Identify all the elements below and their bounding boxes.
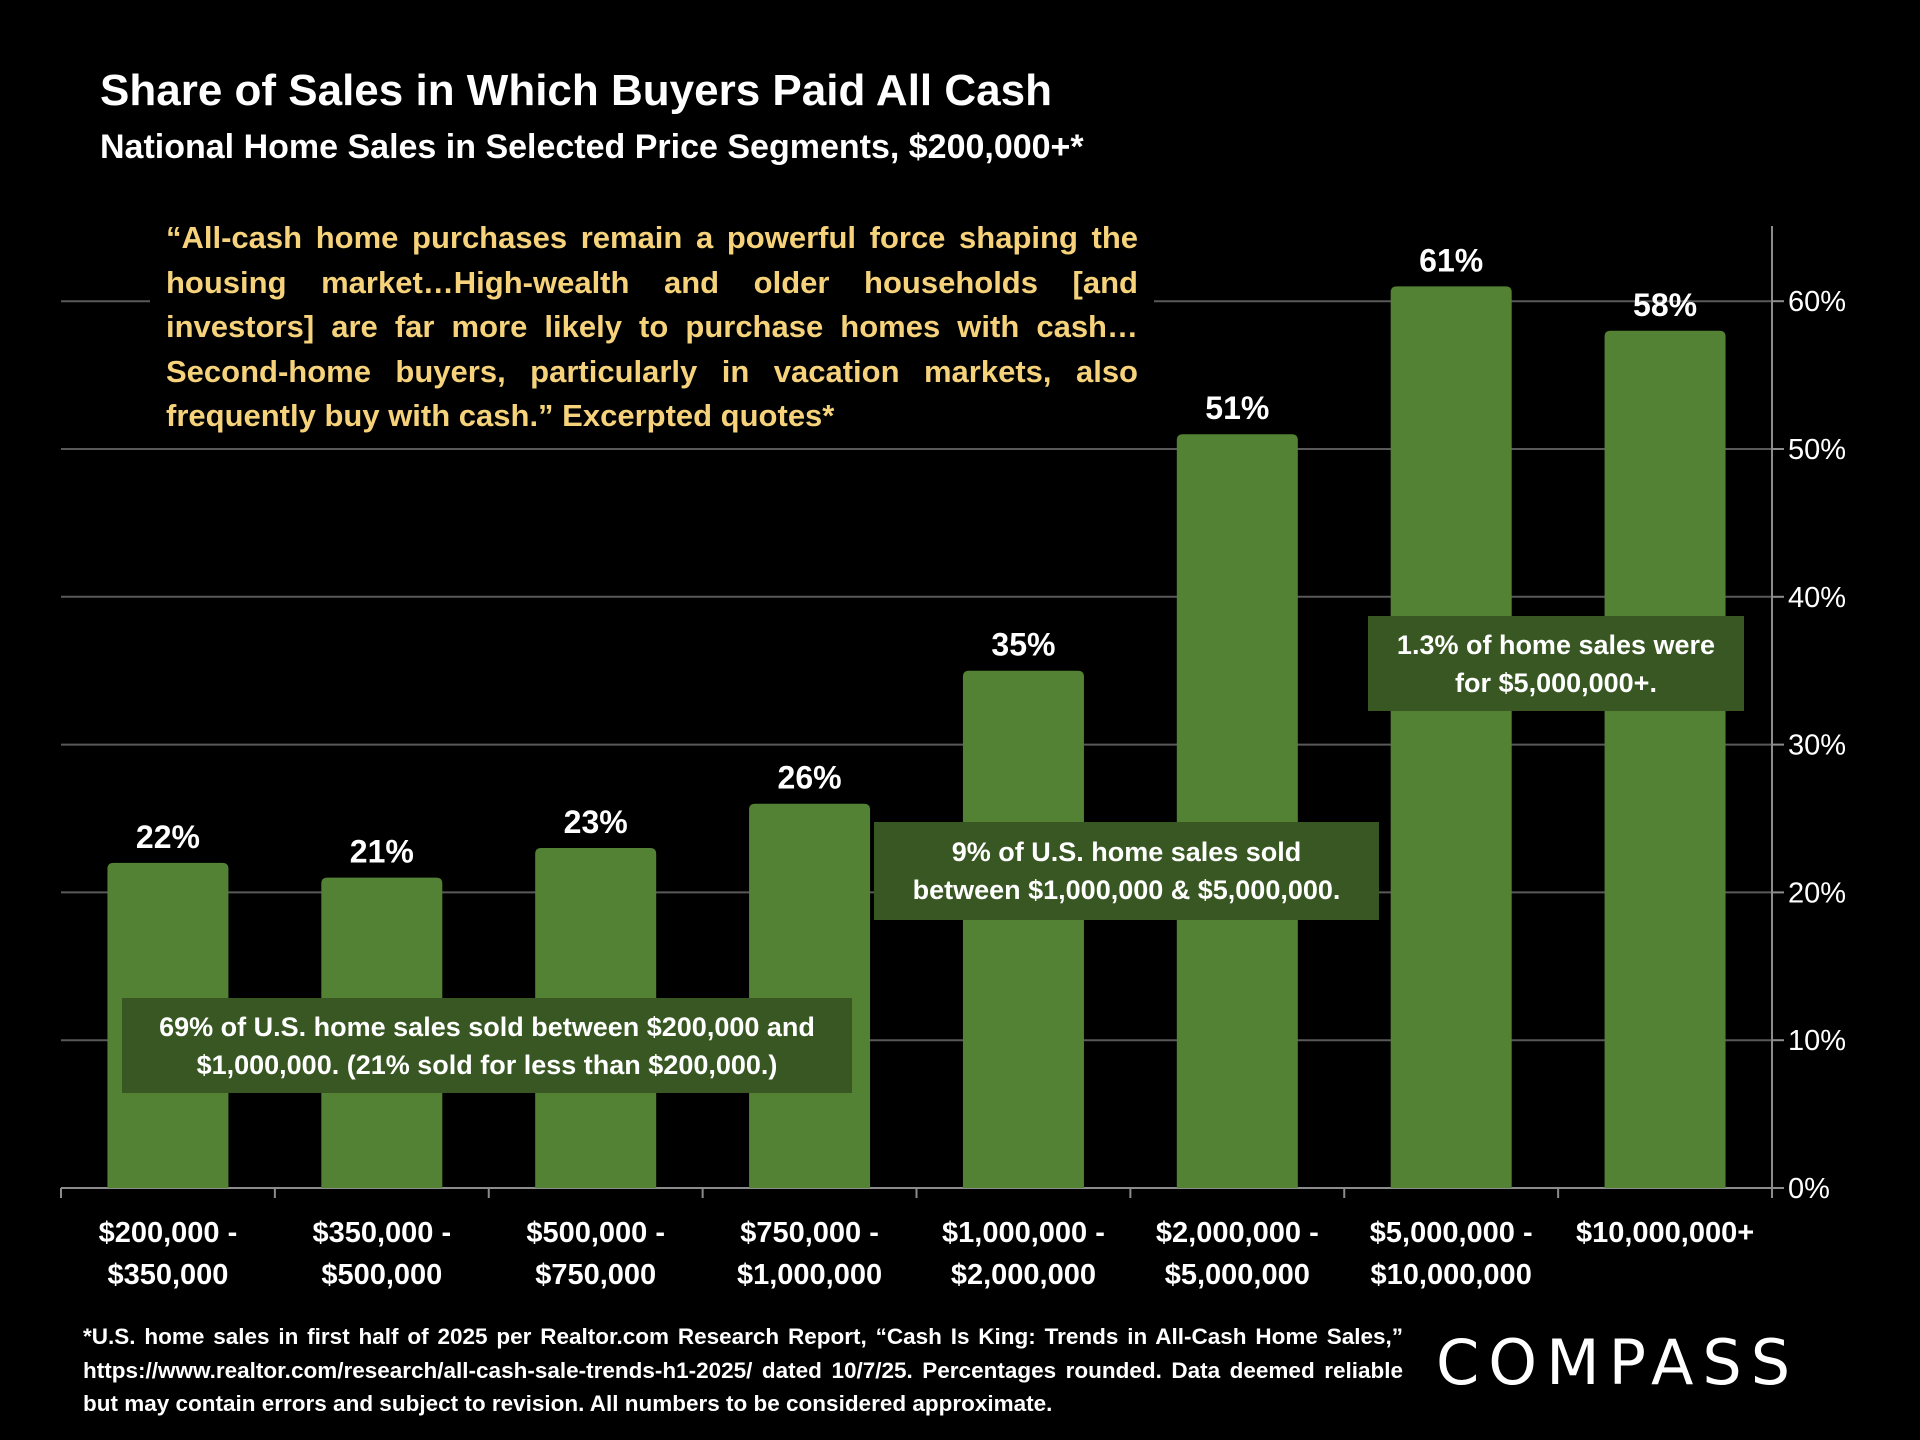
x-tick-label: $5,000,000: [1165, 1259, 1310, 1291]
bar: [1604, 330, 1726, 1188]
data-label: 35%: [991, 627, 1055, 663]
y-tick-label: 50%: [1788, 434, 1846, 466]
x-tick-label: $2,000,000: [951, 1259, 1096, 1291]
x-tick-label: $750,000: [535, 1259, 656, 1291]
y-tick-label: 30%: [1788, 730, 1846, 762]
annotation-mid-segment: 9% of U.S. home sales sold between $1,00…: [874, 822, 1379, 920]
bar: [1390, 286, 1512, 1188]
data-label: 61%: [1419, 242, 1483, 278]
annotation-text: 9% of U.S. home sales sold between $1,00…: [912, 837, 1341, 905]
annotation-text: 1.3% of home sales were for $5,000,000+.: [1396, 629, 1716, 698]
y-tick-label: 20%: [1788, 877, 1846, 909]
x-tick-label: $5,000,000 -: [1370, 1217, 1533, 1249]
x-tick-label: $500,000: [321, 1259, 442, 1291]
x-tick-label: $2,000,000 -: [1156, 1217, 1319, 1249]
data-label: 21%: [350, 834, 414, 870]
y-tick-label: 40%: [1788, 582, 1846, 614]
x-tick-label: $1,000,000: [737, 1259, 882, 1291]
data-label: 23%: [564, 804, 628, 840]
y-tick-label: 0%: [1788, 1173, 1830, 1205]
data-label: 26%: [778, 760, 842, 796]
data-label: 22%: [136, 819, 200, 855]
x-tick-label: $1,000,000 -: [942, 1217, 1105, 1249]
data-label: 58%: [1633, 287, 1697, 323]
compass-logo: COMPASS: [1436, 1326, 1800, 1399]
quote-box: “All-cash home purchases remain a powerf…: [150, 212, 1154, 443]
y-tick-label: 10%: [1788, 1025, 1846, 1057]
data-label: 51%: [1205, 390, 1269, 426]
y-tick-label: 60%: [1788, 286, 1846, 318]
x-tick-label: $750,000 -: [740, 1217, 879, 1249]
x-tick-label: $10,000,000+: [1576, 1217, 1754, 1249]
x-tick-label: $10,000,000: [1371, 1259, 1532, 1291]
footnote: *U.S. home sales in first half of 2025 p…: [83, 1324, 1403, 1416]
x-tick-label: $350,000: [107, 1259, 228, 1291]
annotation-text: 69% of U.S. home sales sold between $200…: [159, 1011, 815, 1080]
chart-subtitle: National Home Sales in Selected Price Se…: [100, 128, 1084, 166]
annotation-low-segment: 69% of U.S. home sales sold between $200…: [122, 998, 852, 1093]
chart-title: Share of Sales in Which Buyers Paid All …: [100, 66, 1052, 115]
x-tick-label: $500,000 -: [526, 1217, 665, 1249]
x-tick-label: $350,000 -: [312, 1217, 451, 1249]
annotation-high-segment: 1.3% of home sales were for $5,000,000+.: [1368, 616, 1744, 711]
bar: [1176, 434, 1298, 1189]
bar: [962, 670, 1084, 1188]
bar: [749, 803, 871, 1188]
x-tick-label: $200,000 -: [99, 1217, 238, 1249]
